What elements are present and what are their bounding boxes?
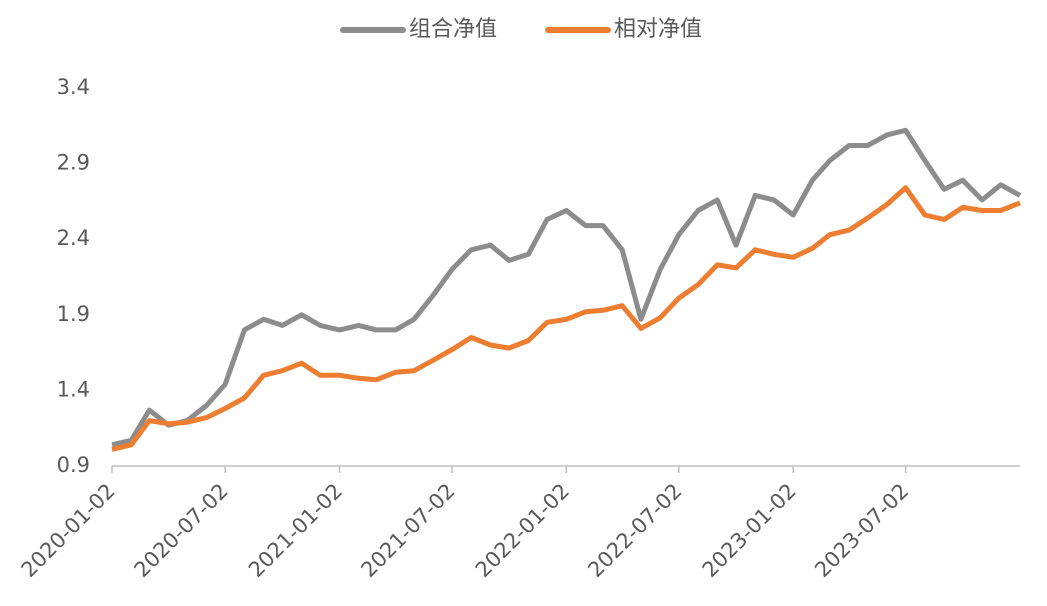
x-tick-label: 2020-07-02 xyxy=(130,479,233,582)
x-tick-label: 2022-01-02 xyxy=(471,479,574,582)
legend-label: 组合净值 xyxy=(409,17,497,42)
x-tick-label: 2021-01-02 xyxy=(244,479,347,582)
y-tick-label: 2.9 xyxy=(57,151,90,175)
series-line xyxy=(111,185,1021,452)
legend-label: 相对净值 xyxy=(614,17,702,42)
series-line xyxy=(111,127,1022,448)
y-tick-label: 1.4 xyxy=(57,377,90,401)
x-tick-label: 2023-01-02 xyxy=(698,479,801,582)
x-tick-label: 2023-07-02 xyxy=(810,479,913,582)
y-tick-label: 3.4 xyxy=(57,75,90,99)
x-tick-label: 2020-01-02 xyxy=(17,479,120,582)
y-tick-label: 2.4 xyxy=(57,226,90,250)
x-tick-label: 2022-07-02 xyxy=(583,479,686,582)
y-tick-label: 1.9 xyxy=(57,302,90,326)
x-tick-label: 2021-07-02 xyxy=(356,479,459,582)
y-tick-label: 0.9 xyxy=(57,453,90,477)
